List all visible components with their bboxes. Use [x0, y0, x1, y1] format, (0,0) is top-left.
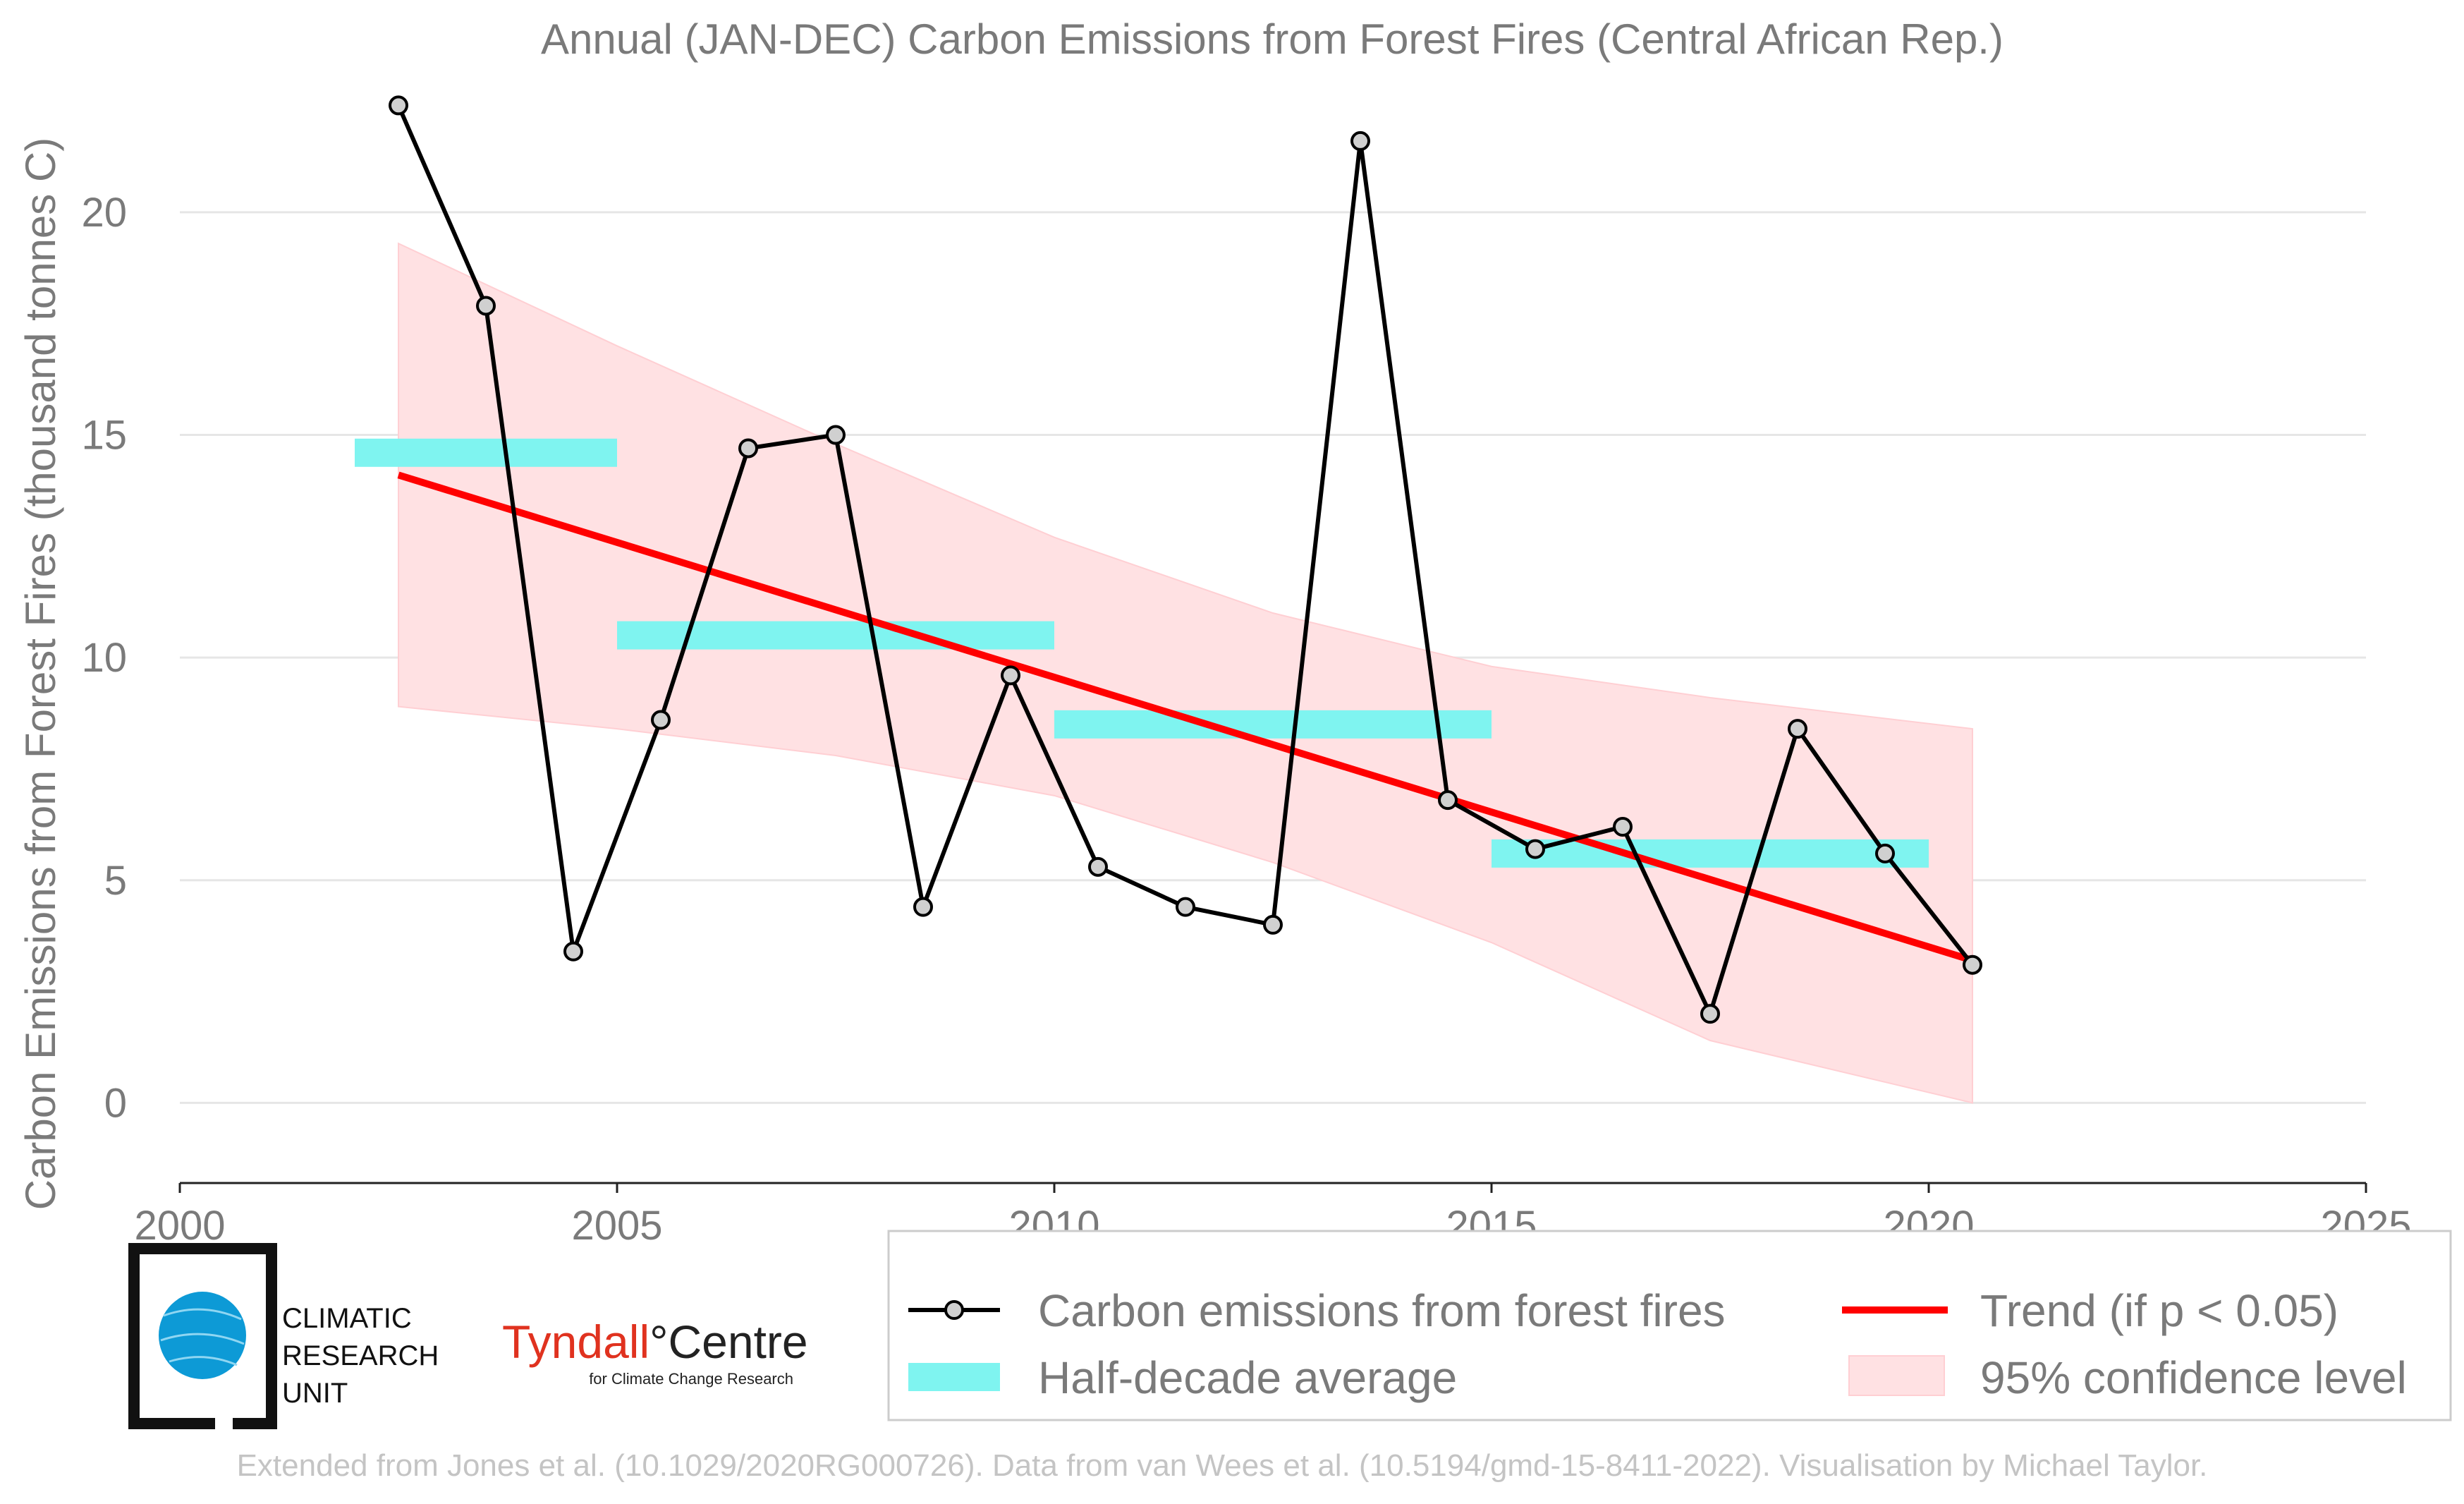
y-tick-label: 20	[81, 190, 127, 236]
emissions-point	[1788, 719, 1807, 739]
half-decade-bar	[355, 438, 617, 467]
trend-line	[397, 471, 1974, 964]
x-tick-label: 2005	[571, 1203, 662, 1249]
chart-title: Annual (JAN-DEC) Carbon Emissions from F…	[541, 16, 2003, 63]
half-decade-bar	[1054, 710, 1492, 739]
emissions-point	[1438, 790, 1458, 811]
emissions-point	[1350, 131, 1370, 151]
y-axis-ticks: 0 5 10 15 20	[81, 190, 127, 1126]
emissions-point	[1088, 856, 1108, 877]
globe-icon	[159, 1292, 246, 1379]
legend-box	[887, 1230, 2452, 1421]
y-tick-label: 5	[104, 858, 127, 904]
emissions-point	[1875, 843, 1895, 863]
emissions-point	[651, 710, 671, 730]
emissions-point	[1700, 1004, 1720, 1024]
emissions-point	[1001, 665, 1020, 686]
tyndall-centre: °Centre	[649, 1316, 808, 1368]
half-decade-bar	[1492, 839, 1929, 868]
confidence-band-layer	[398, 242, 1973, 1104]
y-tick-label: 10	[81, 635, 127, 681]
legend: Carbon emissions from forest fires Trend…	[887, 1230, 2452, 1421]
tyndall-main: Tyndall	[502, 1316, 649, 1368]
series-layer	[389, 95, 1982, 1024]
cru-text-line1: CLIMATIC	[282, 1303, 412, 1334]
emissions-point	[476, 296, 496, 316]
trend-layer	[397, 471, 1974, 964]
legend-label-emissions: Carbon emissions from forest fires	[1038, 1285, 1726, 1336]
legend-marker-emissions	[944, 1300, 964, 1320]
emissions-point	[738, 438, 758, 459]
legend-label-half-decade: Half-decade average	[1038, 1352, 1457, 1403]
emissions-point	[826, 425, 846, 445]
confidence-band	[398, 242, 1973, 1104]
y-tick-label: 0	[104, 1080, 127, 1126]
half-decade-layer	[355, 438, 1929, 868]
tyndall-subtitle: for Climate Change Research	[589, 1370, 793, 1388]
x-tick-label: 2000	[134, 1203, 225, 1249]
legend-swatch-confidence	[1848, 1355, 1945, 1396]
cru-text-line3: UNIT	[282, 1378, 348, 1409]
cru-logo: CLIMATIC RESEARCH UNIT	[128, 1243, 439, 1429]
y-tick-label: 15	[81, 413, 127, 459]
cru-bracket-left	[128, 1243, 243, 1429]
emissions-point	[1176, 897, 1195, 917]
tyndall-logo: Tyndall°Centre for Climate Change Resear…	[502, 1316, 808, 1388]
globe-lines	[160, 1308, 245, 1366]
footer-credit: Extended from Jones et al. (10.1029/2020…	[237, 1448, 2208, 1483]
legend-label-confidence: 95% confidence level	[1980, 1352, 2407, 1403]
cru-text-line2: RESEARCH	[282, 1340, 439, 1371]
cru-bracket-right	[233, 1243, 277, 1429]
emissions-point	[913, 897, 933, 917]
emissions-point	[389, 95, 408, 116]
tyndall-wordmark: Tyndall°Centre	[502, 1316, 808, 1368]
emissions-point	[1963, 954, 1982, 975]
emissions-point	[1525, 839, 1545, 859]
emissions-point	[563, 941, 583, 962]
legend-swatch-half-decade	[908, 1363, 1000, 1391]
emissions-point	[1263, 914, 1283, 935]
y-axis-label: Carbon Emissions from Forest Fires (thou…	[17, 138, 64, 1211]
legend-label-trend: Trend (if p < 0.05)	[1980, 1285, 2338, 1336]
emissions-point	[1613, 817, 1633, 837]
